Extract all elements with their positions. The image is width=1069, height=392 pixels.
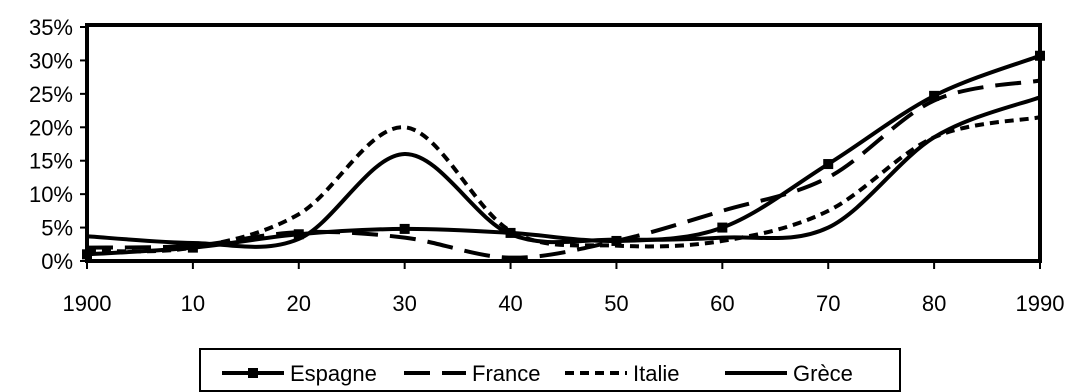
- x-tick-label: 70: [816, 291, 840, 316]
- series-line-espagne: [86, 53, 1041, 257]
- x-axis: 1900 10 20 30 40 50 60 70 80 1990: [63, 261, 1065, 316]
- legend-marker-espagne: [248, 368, 258, 378]
- series-line-france: [86, 78, 1041, 260]
- data-point-espagne-1990: [1035, 50, 1045, 61]
- legend-box: [199, 348, 901, 392]
- data-point-espagne-1950: [611, 235, 622, 246]
- series-markers: [82, 50, 1045, 260]
- y-tick-label: 0%: [41, 249, 73, 274]
- plot-area-border: [85, 23, 1042, 263]
- x-tick-label: 1990: [1016, 291, 1065, 316]
- data-point-espagne-1910: [187, 242, 198, 253]
- series-line-grece: [86, 95, 1041, 249]
- legend-label-grece: Grèce: [793, 361, 853, 386]
- legend-label-france: France: [472, 361, 540, 386]
- x-tick-label: 1900: [63, 291, 112, 316]
- data-point-espagne-1940: [505, 227, 516, 238]
- data-point-espagne-1980: [929, 90, 940, 101]
- y-tick-label: 15%: [29, 149, 73, 174]
- x-tick-label: 80: [922, 291, 946, 316]
- y-tick-label: 35%: [29, 15, 73, 40]
- data-point-espagne-1930: [399, 223, 410, 234]
- y-tick-label: 10%: [29, 182, 73, 207]
- y-axis: 0% 5% 10% 15% 20% 25% 30% 35%: [29, 15, 87, 274]
- data-point-espagne-1960: [717, 222, 728, 233]
- x-tick-label: 50: [604, 291, 628, 316]
- legend: Espagne France Italie Grèce: [199, 348, 901, 392]
- x-tick-label: 20: [287, 291, 311, 316]
- data-point-espagne-1900: [82, 249, 92, 260]
- legend-label-italie: Italie: [633, 361, 679, 386]
- series-lines: [86, 53, 1041, 260]
- y-tick-label: 5%: [41, 216, 73, 241]
- legend-label-espagne: Espagne: [290, 361, 377, 386]
- y-tick-label: 30%: [29, 48, 73, 73]
- x-tick-label: 10: [181, 291, 205, 316]
- x-tick-label: 30: [392, 291, 416, 316]
- series-line-italie: [86, 115, 1041, 254]
- x-tick-label: 60: [710, 291, 734, 316]
- data-point-espagne-1920: [293, 229, 304, 240]
- y-tick-label: 20%: [29, 115, 73, 140]
- x-tick-label: 40: [498, 291, 522, 316]
- data-point-espagne-1970: [823, 159, 834, 170]
- y-tick-label: 25%: [29, 82, 73, 107]
